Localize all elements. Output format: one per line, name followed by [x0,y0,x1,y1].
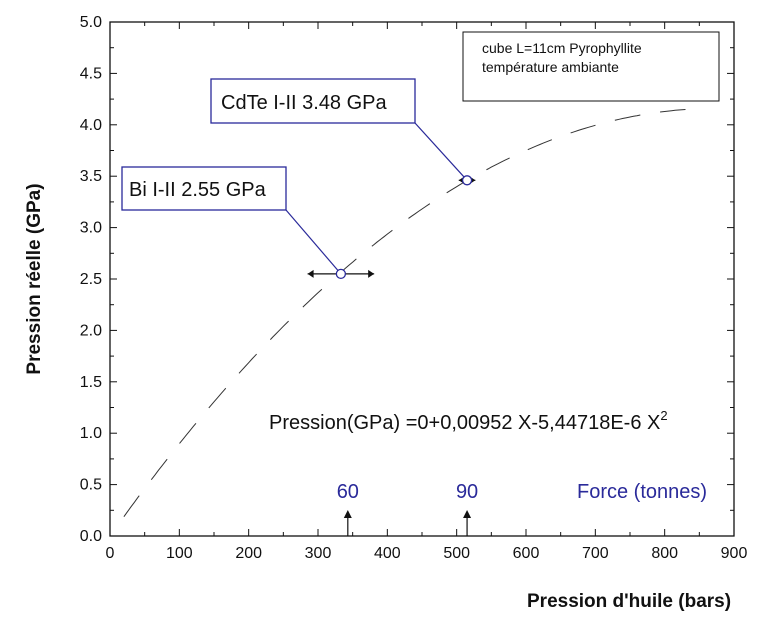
y-tick-labels: 0.0 0.5 1.0 1.5 2.0 2.5 3.0 3.5 4.0 4.5 5.0 [80,14,102,545]
fit-equation-main: Pression(GPa) =0+0,00952 X-5,44718E-6 X [269,412,660,434]
info-box-line1: cube L=11cm Pyrophyllite [482,40,642,56]
x-tick-label: 300 [305,545,332,562]
data-point [461,175,473,186]
annotation-leader-line [285,209,342,275]
error-arrow-left [307,269,314,278]
bi-label: Bi I-II 2.55 GPa [129,179,267,201]
x-tick-labels: 0 100 200 300 400 500 600 700 800 900 [106,545,748,562]
bi-annotation: Bi I-II 2.55 GPa [121,166,287,211]
y-tick-label: 5.0 [80,14,102,31]
info-box-line2: température ambiante [482,59,619,75]
y-tick-label: 4.0 [80,117,102,134]
x-tick-label: 0 [106,545,115,562]
force-mark-arrowhead [463,510,472,518]
x-tick-label: 800 [651,545,678,562]
x-tick-label: 400 [374,545,401,562]
annotation-leader-line [414,122,468,181]
x-tick-label: 500 [443,545,470,562]
y-tick-label: 3.5 [80,168,102,185]
axis-ticks [109,21,735,537]
x-tick-label: 600 [513,545,540,562]
y-tick-label: 2.0 [80,322,102,339]
info-box: cube L=11cm Pyrophyllite température amb… [462,31,720,102]
x-tick-label: 900 [721,545,748,562]
cdte-annotation: CdTe I-II 3.48 GPa [210,78,416,124]
y-tick-label: 0.0 [80,528,102,545]
fit-curve [123,109,686,517]
y-tick-label: 4.5 [80,65,102,82]
data-points [285,122,476,280]
force-marks: 60 90 [337,481,478,536]
force-mark-label: 60 [337,481,359,503]
y-tick-label: 0.5 [80,477,102,494]
data-point [335,268,347,280]
force-mark-label: 90 [456,481,478,503]
fit-equation: Pression(GPa) =0+0,00952 X-5,44718E-6 X2 [269,408,668,434]
fit-equation-superscript: 2 [660,408,667,423]
y-tick-label: 3.0 [80,220,102,237]
x-axis-title: Pression d'huile (bars) [527,591,731,612]
y-tick-label: 2.5 [80,271,102,288]
force-axis-title: Force (tonnes) [577,481,707,503]
y-tick-label: 1.0 [80,425,102,442]
x-tick-label: 100 [166,545,193,562]
y-tick-label: 1.5 [80,374,102,391]
x-tick-label: 700 [582,545,609,562]
error-arrow-right [368,269,375,278]
cdte-label: CdTe I-II 3.48 GPa [221,92,388,114]
x-tick-label: 200 [235,545,262,562]
y-axis-title: Pression réelle (GPa) [24,183,45,374]
force-mark-arrowhead [343,510,352,518]
